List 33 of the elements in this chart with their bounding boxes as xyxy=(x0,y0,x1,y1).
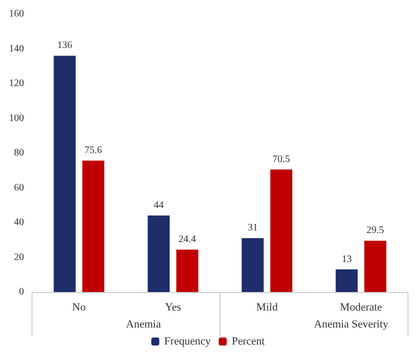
bar xyxy=(242,238,264,292)
data-label: 29.5 xyxy=(366,225,384,236)
x-tick-label: Yes xyxy=(164,302,182,314)
y-tick-label: 140 xyxy=(9,43,24,54)
y-tick-label: 60 xyxy=(14,182,24,194)
data-label: 24.4 xyxy=(178,234,196,246)
bar xyxy=(176,250,198,292)
data-label: 75.6 xyxy=(84,145,102,156)
data-label: 31 xyxy=(248,222,258,234)
y-tick-label: 80 xyxy=(14,148,24,158)
bar xyxy=(54,56,76,292)
data-label: 44 xyxy=(154,200,164,212)
bar xyxy=(270,170,292,292)
y-tick-label: 0 xyxy=(19,286,24,298)
y-tick-label: 40 xyxy=(14,217,24,228)
data-label: 136 xyxy=(57,40,72,52)
text: Anemia Severity xyxy=(314,318,389,330)
bar xyxy=(364,240,386,292)
y-tick-label: 160 xyxy=(9,8,24,20)
legend-label: Percent xyxy=(232,336,265,348)
x-tick-label: No xyxy=(72,302,86,314)
legend-label: Frequency xyxy=(164,336,212,348)
y-tick-label: 120 xyxy=(9,78,24,89)
y-tick-label: 20 xyxy=(14,252,24,263)
text: Anemia xyxy=(126,318,161,330)
data-label: 70.5 xyxy=(272,154,290,166)
data-label: 13 xyxy=(342,254,352,265)
bar xyxy=(336,269,358,292)
bar xyxy=(82,160,104,292)
x-tick-label: Mild xyxy=(256,302,278,314)
x-tick-label: Moderate xyxy=(340,302,382,314)
y-tick-label: 100 xyxy=(9,112,24,124)
bar xyxy=(148,216,170,292)
